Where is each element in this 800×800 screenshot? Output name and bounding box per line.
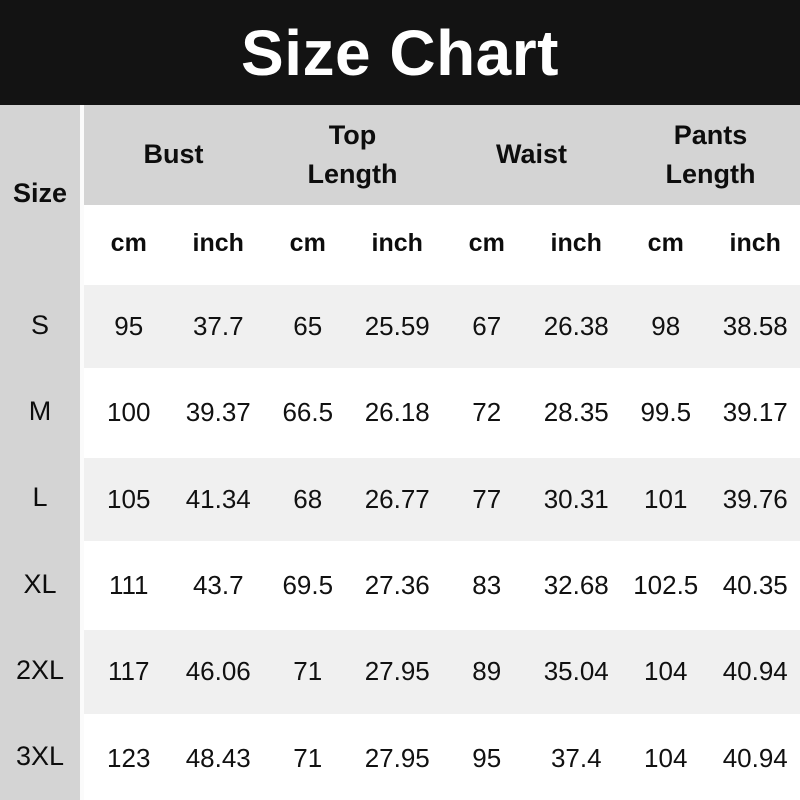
cell-value: 117 xyxy=(108,656,150,687)
table-row: 100 39.37 66.5 26.18 72 28.35 99.5 39.17 xyxy=(84,371,800,455)
unit-top-cm: cm xyxy=(289,229,326,257)
cell-value: 30.31 xyxy=(543,483,609,514)
page-title: Size Chart xyxy=(241,16,559,89)
row-label-xl: XL xyxy=(23,568,57,599)
cell-value: 105 xyxy=(107,483,151,514)
cell-value: 95 xyxy=(114,311,144,342)
size-chart-table: Size S M L XL 2XL 3XL Bust Top Length Wa… xyxy=(0,105,800,800)
cell-value: 101 xyxy=(644,483,688,514)
cell-value: 102.5 xyxy=(633,570,699,601)
cell-value: 99.5 xyxy=(640,397,692,428)
unit-waist-cm: cm xyxy=(468,229,505,257)
cell-value: 72 xyxy=(472,397,502,428)
column-group-pants-length: Pants Length xyxy=(665,119,756,189)
cell-value: 27.95 xyxy=(364,656,430,687)
column-group-header-row: Bust Top Length Waist Pants Length xyxy=(84,105,800,205)
cell-value: 68 xyxy=(293,483,323,514)
cell-value: 26.18 xyxy=(364,397,430,428)
unit-top-inch: inch xyxy=(371,229,423,257)
cell-value: 39.17 xyxy=(722,397,788,428)
cell-value: 67 xyxy=(472,311,502,342)
unit-waist-inch: inch xyxy=(550,229,602,257)
unit-header-row: cm inch cm inch cm inch cm inch xyxy=(84,205,800,282)
cell-value: 26.38 xyxy=(543,311,609,342)
cell-value: 123 xyxy=(107,742,151,773)
cell-value: 46.06 xyxy=(185,656,251,687)
cell-value: 48.43 xyxy=(185,742,251,773)
size-column: Size S M L XL 2XL 3XL xyxy=(0,105,80,800)
cell-value: 100 xyxy=(107,397,151,428)
column-group-top-length: Top Length xyxy=(307,119,398,189)
cell-value: 40.35 xyxy=(722,570,788,601)
cell-value: 37.7 xyxy=(192,311,244,342)
row-label-2xl: 2XL xyxy=(15,654,65,685)
unit-pants-inch: inch xyxy=(729,229,781,257)
cell-value: 89 xyxy=(472,656,502,687)
table-row: 123 48.43 71 27.95 95 37.4 104 40.94 xyxy=(84,716,800,800)
cell-value: 95 xyxy=(472,742,502,773)
cell-value: 41.34 xyxy=(185,483,251,514)
cell-value: 98 xyxy=(651,311,681,342)
unit-pants-cm: cm xyxy=(647,229,684,257)
unit-bust-inch: inch xyxy=(192,229,244,257)
cell-value: 35.04 xyxy=(543,656,609,687)
table-row: 117 46.06 71 27.95 89 35.04 104 40.94 xyxy=(84,627,800,717)
table-row: 105 41.34 68 26.77 77 30.31 101 39.76 xyxy=(84,454,800,544)
measurements-area: Bust Top Length Waist Pants Length cm in… xyxy=(84,105,800,800)
cell-value: 69.5 xyxy=(282,570,334,601)
cell-value: 26.77 xyxy=(364,483,430,514)
cell-value: 28.35 xyxy=(543,397,609,428)
row-label-3xl: 3XL xyxy=(15,741,65,772)
cell-value: 25.59 xyxy=(364,311,430,342)
unit-bust-cm: cm xyxy=(110,229,147,257)
cell-value: 65 xyxy=(293,311,323,342)
size-column-divider xyxy=(80,105,84,800)
size-column-header: Size xyxy=(12,178,68,208)
cell-value: 38.58 xyxy=(722,311,788,342)
cell-value: 32.68 xyxy=(543,570,609,601)
row-label-m: M xyxy=(28,395,52,426)
cell-value: 111 xyxy=(108,570,149,601)
cell-value: 39.76 xyxy=(722,483,788,514)
column-group-bust: Bust xyxy=(143,139,204,170)
cell-value: 71 xyxy=(293,656,323,687)
cell-value: 83 xyxy=(472,570,502,601)
cell-value: 77 xyxy=(472,483,502,514)
cell-value: 27.95 xyxy=(364,742,430,773)
cell-value: 39.37 xyxy=(185,397,251,428)
row-label-l: L xyxy=(32,482,48,513)
column-group-waist: Waist xyxy=(495,139,567,170)
title-bar: Size Chart xyxy=(0,0,800,105)
row-label-s: S xyxy=(30,309,49,340)
table-row: 111 43.7 69.5 27.36 83 32.68 102.5 40.35 xyxy=(84,543,800,628)
cell-value: 71 xyxy=(293,742,323,773)
cell-value: 27.36 xyxy=(364,570,430,601)
cell-value: 40.94 xyxy=(722,742,788,773)
cell-value: 40.94 xyxy=(722,656,788,687)
cell-value: 104 xyxy=(644,656,688,687)
cell-value: 37.4 xyxy=(550,742,602,773)
cell-value: 43.7 xyxy=(192,570,244,601)
cell-value: 104 xyxy=(644,742,688,773)
cell-value: 66.5 xyxy=(282,397,334,428)
table-row: 95 37.7 65 25.59 67 26.38 98 38.58 xyxy=(84,282,800,372)
